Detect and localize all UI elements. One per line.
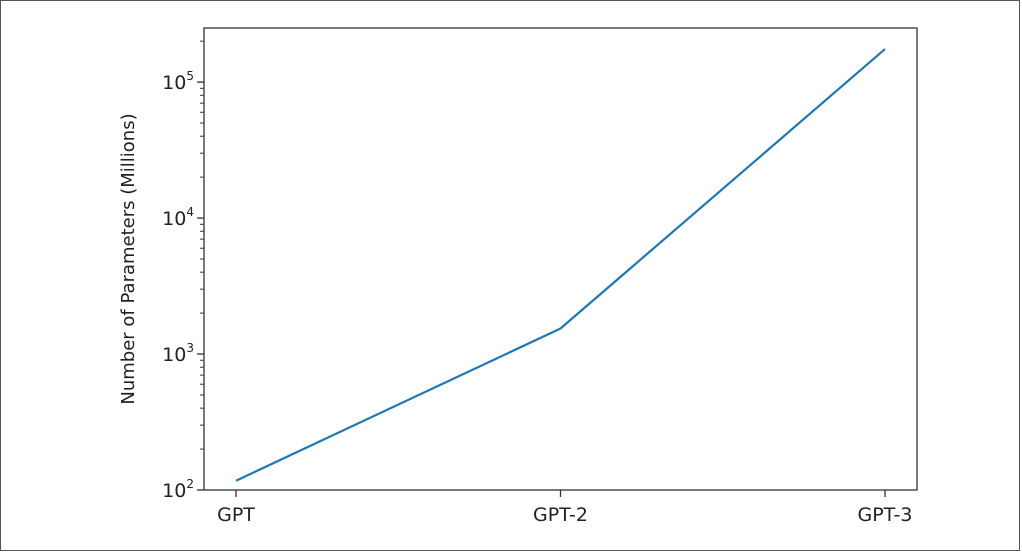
- y-tick-label: 105: [162, 69, 194, 94]
- series-line: [235, 48, 886, 482]
- y-tick-label: 103: [162, 341, 194, 366]
- x-tick-label: GPT-3: [858, 504, 913, 526]
- y-tick-label: 104: [162, 205, 194, 230]
- x-ticks: GPT GPT-2 GPT-3: [217, 490, 913, 526]
- plot-area-border: [203, 27, 918, 491]
- minor-ticks: [200, 40, 204, 450]
- series: [235, 48, 886, 482]
- axes: [203, 27, 918, 491]
- x-tick-label: GPT-2: [533, 504, 588, 526]
- y-tick-label: 102: [162, 477, 194, 502]
- y-ticks: 102 103 104 105: [162, 69, 204, 502]
- x-tick-label: GPT: [217, 504, 255, 526]
- y-axis-label: Number of Parameters (Millions): [118, 113, 139, 404]
